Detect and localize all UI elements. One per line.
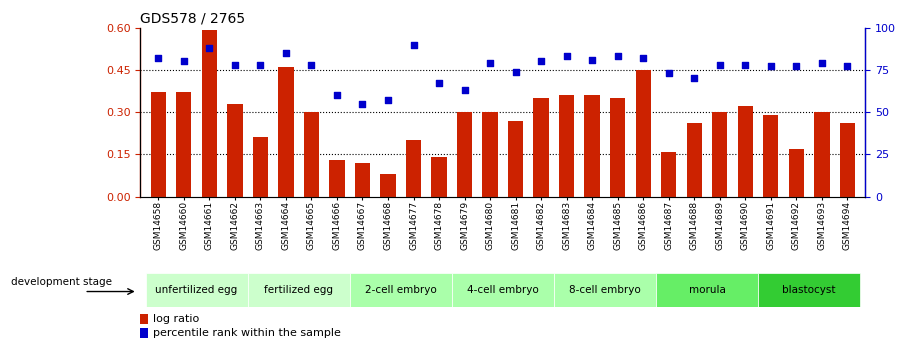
Bar	[150, 92, 166, 197]
Bar	[406, 140, 421, 197]
Point	[611, 53, 625, 59]
Point	[381, 98, 395, 103]
Bar	[202, 30, 217, 197]
Point	[840, 64, 854, 69]
Text: log ratio: log ratio	[152, 314, 198, 324]
Text: 4-cell embryo: 4-cell embryo	[467, 285, 539, 295]
Point	[687, 76, 701, 81]
Point	[661, 70, 676, 76]
Text: blastocyst: blastocyst	[783, 285, 836, 295]
Point	[406, 42, 420, 47]
Point	[483, 60, 497, 66]
Bar	[482, 112, 497, 197]
Bar	[661, 151, 677, 197]
Bar	[227, 104, 243, 197]
Text: GDS578 / 2765: GDS578 / 2765	[140, 11, 246, 25]
Bar	[559, 95, 574, 197]
Bar	[840, 124, 855, 197]
Point	[814, 60, 829, 66]
Bar	[140, 314, 149, 324]
Bar	[452, 273, 554, 307]
Bar	[350, 273, 452, 307]
Point	[304, 62, 319, 68]
Bar	[329, 160, 344, 197]
Bar	[355, 163, 371, 197]
Point	[355, 101, 370, 106]
Bar	[788, 149, 804, 197]
Point	[585, 57, 600, 62]
Bar	[610, 98, 625, 197]
Text: percentile rank within the sample: percentile rank within the sample	[152, 328, 341, 338]
Bar	[176, 92, 191, 197]
Bar	[146, 273, 247, 307]
Bar	[253, 137, 268, 197]
Bar	[457, 112, 472, 197]
Point	[330, 92, 344, 98]
Bar	[247, 273, 350, 307]
Text: development stage: development stage	[11, 277, 112, 287]
Point	[227, 62, 242, 68]
Point	[712, 62, 727, 68]
Bar	[431, 157, 447, 197]
Point	[764, 64, 778, 69]
Bar	[381, 174, 396, 197]
Point	[202, 45, 217, 51]
Point	[636, 55, 651, 61]
Bar	[304, 112, 319, 197]
Bar	[814, 112, 830, 197]
Point	[253, 62, 267, 68]
Bar	[584, 95, 600, 197]
Bar	[140, 328, 149, 338]
Text: morula: morula	[689, 285, 726, 295]
Bar	[656, 273, 758, 307]
Point	[177, 59, 191, 64]
Bar	[763, 115, 778, 197]
Bar	[534, 98, 549, 197]
Point	[738, 62, 753, 68]
Text: 2-cell embryo: 2-cell embryo	[365, 285, 437, 295]
Bar	[737, 107, 753, 197]
Bar	[712, 112, 728, 197]
Text: unfertilized egg: unfertilized egg	[156, 285, 237, 295]
Point	[534, 59, 548, 64]
Point	[789, 64, 804, 69]
Point	[151, 55, 166, 61]
Point	[432, 81, 447, 86]
Text: fertilized egg: fertilized egg	[265, 285, 333, 295]
Bar	[635, 70, 651, 197]
Bar	[278, 67, 294, 197]
Point	[458, 87, 472, 93]
Point	[559, 53, 573, 59]
Bar	[554, 273, 656, 307]
Text: 8-cell embryo: 8-cell embryo	[569, 285, 641, 295]
Bar	[687, 124, 702, 197]
Point	[508, 69, 523, 74]
Bar	[508, 120, 524, 197]
Point	[279, 50, 294, 56]
Bar	[758, 273, 860, 307]
